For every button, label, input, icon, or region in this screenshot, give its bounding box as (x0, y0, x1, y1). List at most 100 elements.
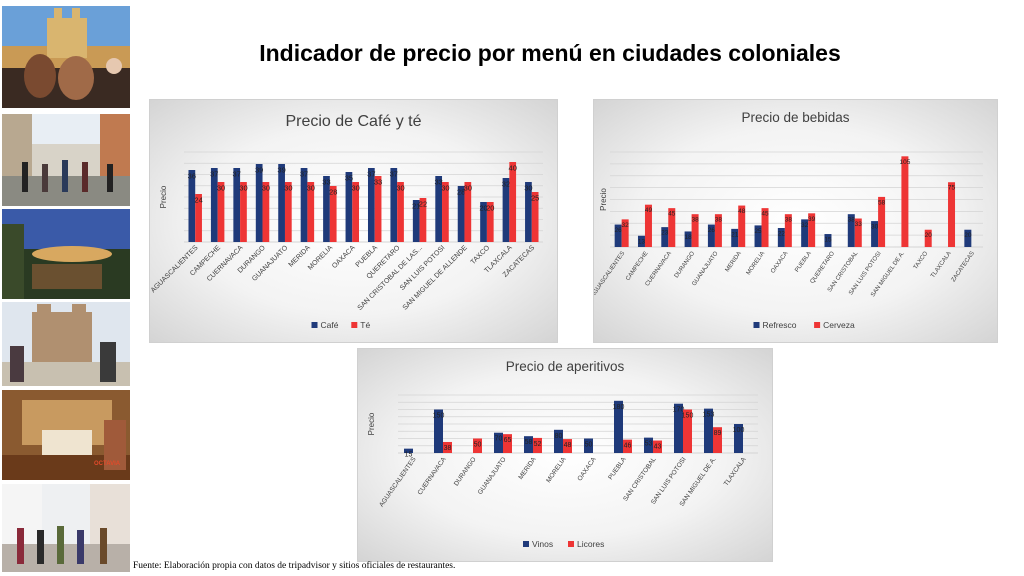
photo-walking-street (2, 484, 130, 572)
data-label: 58 (878, 199, 886, 206)
legend-swatch-vinos (523, 541, 529, 547)
data-label: 15 (405, 452, 413, 459)
data-label: 22 (419, 200, 427, 209)
bar-te-oaxaca (352, 182, 360, 242)
bar-te-queretaro (397, 182, 404, 242)
data-label: 26 (708, 227, 716, 234)
data-label: 38 (715, 217, 723, 224)
x-tick-label: GUANAJUATO (691, 250, 719, 287)
data-label: 38 (785, 217, 793, 224)
data-label: 36 (188, 172, 196, 181)
data-label: 37 (367, 170, 375, 179)
chart-bebidas: Precio de bebidas Precio 26 32 AGUASCALIENTE… (593, 99, 998, 343)
data-label: 33 (434, 178, 442, 187)
bar-refresco-durango (684, 231, 692, 247)
data-label: 30 (464, 184, 472, 193)
data-label: 150 (682, 413, 694, 420)
legend-label-licores: Licores (577, 539, 604, 549)
bar-cerveza-san-cristobal (854, 218, 862, 247)
data-label: 18 (684, 234, 692, 241)
data-label: 180 (613, 404, 625, 411)
data-label: 50 (585, 442, 593, 449)
bar-refresco-campeche (637, 235, 645, 247)
data-label: 32 (622, 222, 630, 229)
data-label: 30 (871, 224, 879, 231)
bar-cafe-aguascalientes (188, 170, 196, 242)
bar-cerveza-puebla (808, 213, 816, 247)
x-tick-label: MERIDA (725, 251, 743, 274)
y-axis-label: Precio (159, 185, 168, 208)
data-label: 30 (262, 184, 270, 193)
bar-vinos-morelia (554, 429, 563, 453)
photo-couple-rooftop (2, 6, 130, 108)
data-label: 53 (645, 441, 653, 448)
bar-te-merida (307, 182, 315, 242)
data-label: 52 (534, 441, 542, 448)
data-label: 33 (374, 178, 382, 187)
x-tick-label: TAXCO (913, 250, 930, 270)
data-label: 37 (210, 170, 218, 179)
x-tick-label: PUEBLA (607, 456, 628, 482)
bar-te-san-luis-potosi (442, 182, 449, 242)
bar-cerveza-morelia (761, 208, 769, 247)
x-tick-label: GUANAJUATO (477, 456, 508, 496)
data-label: 20 (479, 204, 487, 213)
x-tick-label: DURANGO (674, 250, 697, 279)
bar-cafe-tlaxcala (502, 178, 510, 242)
slide-title: Indicador de precio por menú en ciudades… (259, 40, 841, 66)
bar-licores-merida (533, 437, 542, 453)
bar-vinos-san-cristobal (644, 437, 653, 453)
data-label: 48 (738, 208, 746, 215)
bar-te-zacatecas (531, 192, 539, 242)
x-tick-label: DURANGO (453, 456, 478, 487)
bar-vinos-tlaxcala (734, 424, 743, 453)
bar-vinos-san-luis-potosi (674, 403, 683, 453)
photo-strip: OCTAVIA (2, 6, 130, 572)
bar-refresco-san-luis-potosi (871, 221, 879, 247)
data-label: 26 (615, 227, 623, 234)
x-tick-label: MERIDA (517, 456, 538, 481)
chart-aperitivos: Precio de aperitivos Precio 15 AGUASCALIENT… (357, 348, 773, 562)
photo-street-crowd (2, 114, 130, 206)
bar-licores-puebla (623, 439, 632, 453)
bar-refresco-aguascalientes (614, 224, 622, 247)
data-label: 39 (277, 166, 285, 175)
data-label: 48 (564, 442, 572, 449)
data-label: 37 (390, 170, 398, 179)
bar-refresco-cuernavaca (661, 227, 669, 247)
bar-cerveza-san-miguel-de-a (901, 156, 909, 247)
chart-1-svg: Precio de bebidasPrecio2632AGUASCALIENTE… (594, 110, 983, 330)
data-label: 38 (848, 217, 856, 224)
data-label: 25 (754, 228, 762, 235)
bar-cafe-taxco (480, 202, 487, 242)
data-label: 45 (761, 211, 769, 218)
bar-te-morelia (329, 186, 337, 242)
bar-cafe-campeche (210, 168, 218, 242)
bar-te-campeche (217, 182, 225, 242)
data-label: 150 (433, 413, 445, 420)
data-label: 24 (194, 196, 202, 205)
x-tick-label: TLAXCALA (930, 251, 953, 280)
bar-vinos-aguascalientes (404, 448, 413, 453)
data-label: 70 (495, 436, 503, 443)
x-tick-label: CUERNAVACA (645, 251, 673, 288)
data-label: 75 (948, 185, 956, 192)
bar-cafe-guanajuato (278, 164, 285, 242)
data-label: 33 (855, 221, 863, 228)
data-label: 32 (801, 222, 809, 229)
bar-cafe-merida (300, 168, 308, 242)
x-tick-label: CUERNAVACA (417, 456, 448, 497)
data-label: 22 (778, 231, 786, 238)
bar-cerveza-tlaxcala (948, 182, 956, 247)
data-label: 38 (691, 217, 699, 224)
x-tick-label: QUERETARO (810, 250, 837, 284)
bar-vinos-puebla (614, 400, 623, 453)
data-label: 153 (703, 412, 715, 419)
bar-cafe-puebla (367, 168, 375, 242)
bar-te-durango (262, 182, 270, 242)
bar-vinos-guanajuato (494, 432, 503, 453)
bar-cafe-san-miguel-de-allende (457, 186, 465, 242)
data-label: 105 (899, 159, 910, 166)
data-label: 170 (673, 407, 685, 414)
y-axis-label: Precio (367, 412, 376, 435)
